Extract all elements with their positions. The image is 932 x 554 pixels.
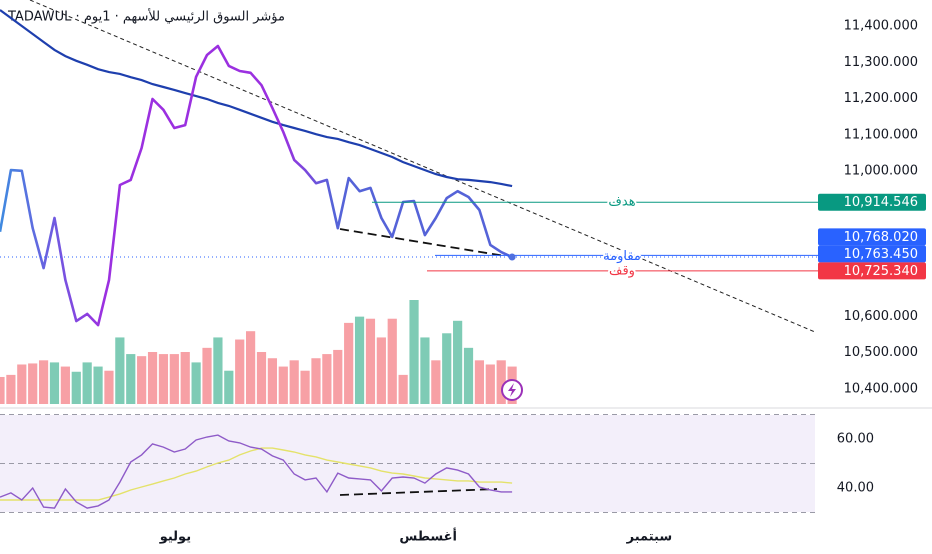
x-tick-label: أغسطس xyxy=(399,528,457,545)
volume-bar xyxy=(235,339,245,404)
rsi-tick-label: 40.00 xyxy=(837,481,874,496)
support-line xyxy=(339,228,506,257)
price-label: 10,725.340 xyxy=(844,264,918,279)
volume-bar xyxy=(28,363,38,404)
volume-bar xyxy=(431,360,441,404)
volume-bar xyxy=(191,362,201,404)
volume-bar xyxy=(256,352,267,404)
level-name: مقاومة xyxy=(603,249,641,264)
volume-bar xyxy=(224,370,234,404)
volume-bar xyxy=(82,362,92,404)
x-tick-label: سبتمبر xyxy=(626,530,673,545)
level-name: وقف xyxy=(609,263,635,278)
volume-bar xyxy=(71,371,81,404)
volume-bar xyxy=(17,364,27,404)
volume-bar xyxy=(420,337,430,404)
volume-bar xyxy=(376,337,386,404)
volume-bar xyxy=(104,370,114,404)
volume-bar xyxy=(169,354,179,404)
y-tick-label: 11,300.000 xyxy=(844,55,918,70)
volume-bar xyxy=(387,318,397,404)
y-tick-label: 10,600.000 xyxy=(844,309,918,324)
volume-bar xyxy=(213,337,223,404)
volume-bar xyxy=(115,337,125,404)
rsi-tick-label: 60.00 xyxy=(837,432,874,447)
rsi-line xyxy=(0,434,513,509)
price-label: 10,768.020 xyxy=(844,230,918,245)
volume-bar xyxy=(158,354,169,404)
level-name: هدف xyxy=(608,195,635,210)
x-tick-label: يوليو xyxy=(159,530,191,545)
price-line xyxy=(0,44,513,327)
price-label-box xyxy=(818,262,926,280)
volume-bar xyxy=(93,366,103,404)
rsi-ma-line xyxy=(0,447,513,501)
volume-bar xyxy=(442,333,452,404)
volume-bar xyxy=(354,316,365,404)
volume-bar xyxy=(322,354,332,404)
trend-line xyxy=(29,0,816,333)
volume-bar xyxy=(137,356,147,404)
last-price-dot xyxy=(508,253,516,261)
volume-bar xyxy=(333,349,343,404)
volume-bar xyxy=(126,354,136,404)
volume-bar xyxy=(344,322,354,404)
volume-bar xyxy=(246,331,256,404)
volume-bar xyxy=(180,352,190,404)
volume-bar xyxy=(267,358,277,404)
price-label: 10,763.450 xyxy=(844,247,918,262)
y-tick-label: 11,200.000 xyxy=(844,91,918,106)
volume-bar xyxy=(0,376,5,404)
alert-icon-bolt xyxy=(508,383,516,397)
price-label-box xyxy=(818,245,926,263)
price-label: 10,914.546 xyxy=(844,195,918,210)
price-label-box xyxy=(818,228,926,246)
y-tick-label: 10,400.000 xyxy=(844,381,918,396)
volume-bar xyxy=(38,360,49,404)
volume-bar xyxy=(147,352,158,404)
volume-bar xyxy=(278,366,288,404)
volume-bar xyxy=(485,364,495,404)
volume-bar xyxy=(202,347,212,404)
price-label-box xyxy=(818,193,926,211)
volume-bar xyxy=(49,362,60,404)
rsi-support-line xyxy=(339,488,498,496)
y-tick-label: 11,000.000 xyxy=(844,164,918,179)
volume-bar xyxy=(300,370,310,404)
volume-bar xyxy=(6,374,16,404)
volume-bar xyxy=(289,360,299,404)
volume-bar xyxy=(463,347,474,404)
chart-title: TADAWUL · مؤشر السوق الرئيسي للأسهم · 1ي… xyxy=(7,8,285,25)
volume-bar xyxy=(60,366,70,404)
volume-bar xyxy=(398,374,408,404)
moving-average-line xyxy=(0,9,513,188)
volume-bar xyxy=(453,320,463,404)
volume-bar xyxy=(365,318,376,404)
volume-bar xyxy=(311,358,321,404)
volume-bar xyxy=(474,360,485,404)
y-tick-label: 11,100.000 xyxy=(844,127,918,142)
y-tick-label: 10,500.000 xyxy=(844,345,918,360)
y-tick-label: 11,400.000 xyxy=(844,18,918,33)
volume-bar xyxy=(496,360,506,404)
volume-bar xyxy=(409,300,419,404)
